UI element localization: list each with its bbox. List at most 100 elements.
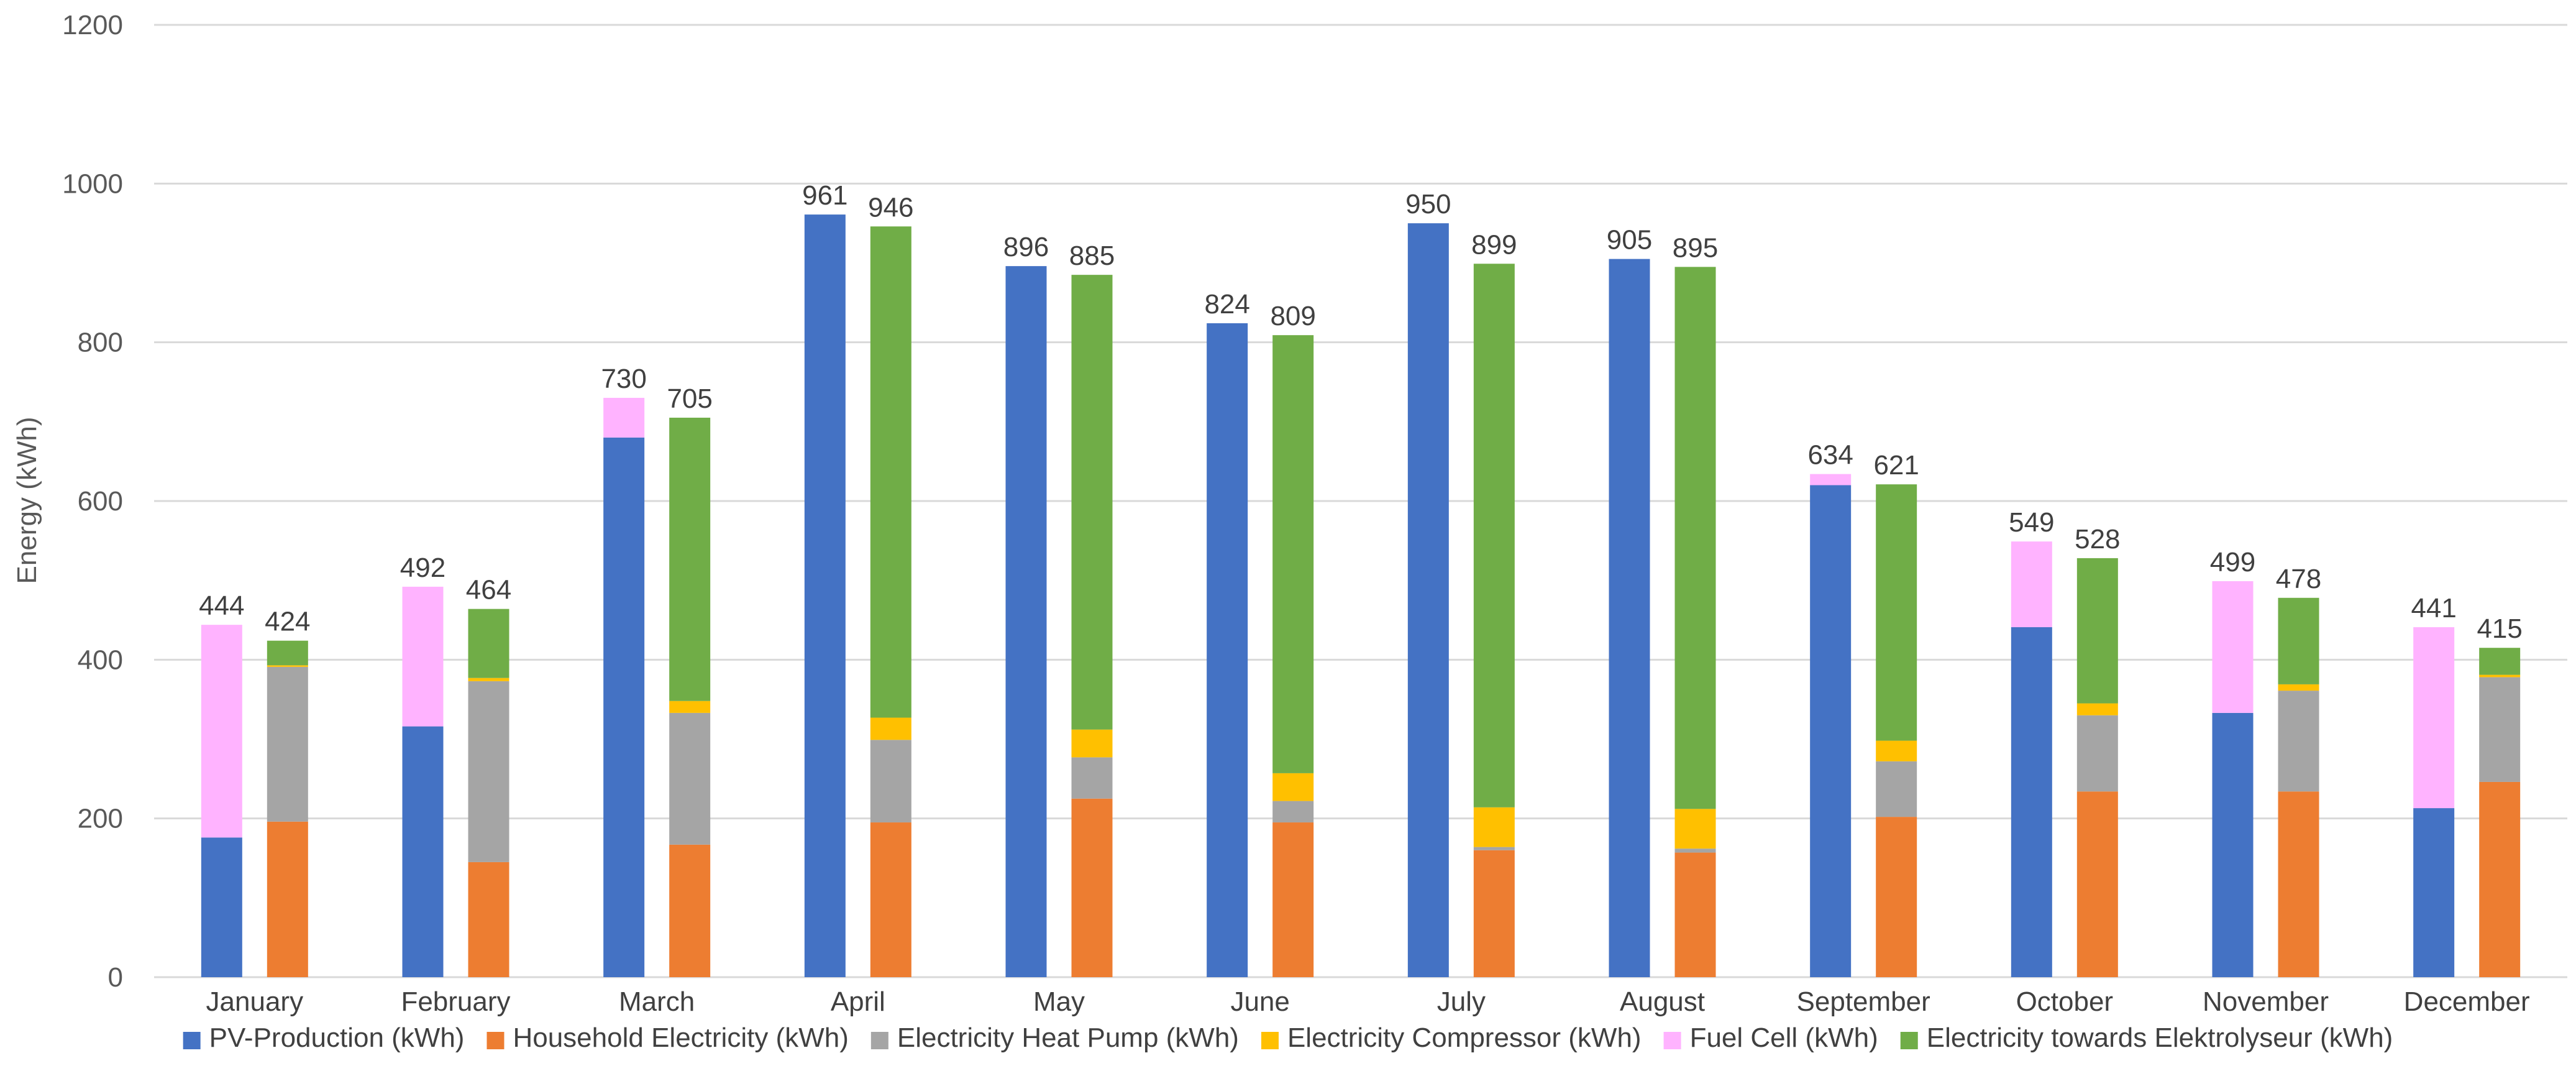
bar-segment (1473, 264, 1515, 807)
total-label: 895 (1673, 232, 1718, 263)
bar-segment (1005, 266, 1047, 977)
bar-segment (1674, 267, 1716, 809)
bar-segment (1876, 761, 1917, 817)
y-tick-label: 0 (108, 962, 123, 993)
bar-segment (2212, 581, 2254, 713)
bar-segment (1473, 847, 1515, 850)
bar-segment (1071, 757, 1113, 799)
bar-segment (1473, 807, 1515, 847)
bar-segment (2479, 677, 2521, 782)
total-label: 961 (802, 180, 847, 211)
bar-segment (267, 665, 308, 667)
x-category-label: September (1797, 986, 1930, 1017)
bar-segment (2413, 627, 2455, 809)
total-label: 896 (1003, 232, 1049, 262)
bar-segment (870, 740, 911, 823)
legend-item: Electricity Heat Pump (kWh) (870, 1023, 1239, 1053)
x-category-label: June (1230, 986, 1289, 1017)
total-label: 634 (1807, 440, 1853, 471)
x-category-label: May (1033, 986, 1085, 1017)
total-label: 424 (265, 607, 310, 637)
x-category-label: November (2203, 986, 2329, 1017)
bar-segment (402, 726, 444, 977)
y-tick-label: 400 (78, 645, 123, 675)
y-tick-label: 600 (78, 486, 123, 517)
bar-segment (1473, 850, 1515, 977)
legend-label: Electricity Heat Pump (kWh) (897, 1023, 1239, 1053)
y-tick-label: 1200 (62, 10, 123, 40)
bar-segment (2479, 674, 2521, 678)
bar-segment (468, 681, 509, 862)
bar-segment (870, 822, 911, 977)
bar-segment (603, 398, 645, 438)
legend-label: Electricity Compressor (kWh) (1287, 1023, 1642, 1053)
bar-segment (669, 844, 711, 977)
y-tick-label: 800 (78, 328, 123, 358)
bar-segment (1071, 729, 1113, 758)
total-label: 492 (400, 553, 445, 583)
total-label: 946 (868, 192, 913, 223)
legend-item: Household Electricity (kWh) (486, 1023, 849, 1053)
legend-swatch (1261, 1032, 1279, 1049)
bar-segment (603, 437, 645, 977)
total-label: 549 (2009, 507, 2054, 538)
x-category-label: April (831, 986, 885, 1017)
bar-segment (1272, 822, 1314, 977)
bar-segment (1071, 798, 1113, 977)
total-label: 905 (1607, 225, 1652, 255)
bar-segment (2212, 712, 2254, 977)
bar-segment (1609, 259, 1650, 977)
total-label: 885 (1069, 241, 1115, 271)
legend-item: PV-Production (kWh) (183, 1023, 465, 1053)
bar-segment (870, 226, 911, 718)
bar-segment (1272, 335, 1314, 773)
bar-segment (402, 586, 444, 727)
bar-segment (2278, 684, 2319, 691)
bars (201, 214, 2521, 978)
bar-segment (2479, 781, 2521, 977)
gridlines (154, 24, 2567, 978)
total-label: 621 (1873, 450, 1919, 481)
total-labels: 444 424 492 464 730 705 961 946 896 885 824 809 950 8… (199, 180, 2523, 644)
y-tick-label: 1000 (62, 168, 123, 199)
bar-segment (2076, 715, 2118, 792)
bar-segment (267, 821, 308, 977)
total-label: 730 (601, 364, 646, 394)
x-category-label: October (2016, 986, 2114, 1017)
y-tick-label: 200 (78, 804, 123, 834)
legend-swatch (1663, 1032, 1681, 1049)
legend-label: Fuel Cell (kWh) (1690, 1023, 1878, 1053)
bar-segment (201, 625, 242, 838)
legend-swatch (1900, 1032, 1918, 1049)
total-label: 809 (1270, 301, 1315, 331)
y-axis-title: Energy (kWh) (12, 417, 42, 584)
legend-swatch (870, 1032, 888, 1049)
x-category-label: February (401, 986, 510, 1017)
legend-swatch (183, 1032, 201, 1049)
bar-segment (2413, 808, 2455, 977)
bar-segment (267, 666, 308, 822)
legend-item: Fuel Cell (kWh) (1663, 1023, 1878, 1053)
bar-segment (468, 609, 509, 678)
bar-segment (669, 712, 711, 845)
bar-segment (1810, 474, 1852, 485)
legend: PV-Production (kWh) Household Electricity… (183, 1023, 2393, 1053)
bar-segment (1876, 484, 1917, 741)
x-category-label: March (619, 986, 695, 1017)
bar-segment (2278, 597, 2319, 684)
x-axis-categories: January February March April May June July Augu… (206, 986, 2530, 1017)
bar-segment (1674, 852, 1716, 977)
total-label: 415 (2477, 614, 2522, 644)
bar-segment (1876, 817, 1917, 977)
bar-segment (1876, 740, 1917, 761)
legend-swatch (486, 1032, 505, 1049)
y-axis-ticks: 0 200 400 600 800 1000 1200 (62, 10, 123, 993)
bar-segment (1272, 773, 1314, 801)
total-label: 950 (1405, 189, 1451, 219)
legend-item: Electricity Compressor (kWh) (1261, 1023, 1642, 1053)
bar-segment (1071, 275, 1113, 730)
bar-segment (1272, 801, 1314, 823)
bar-segment (669, 417, 711, 701)
legend-label: PV-Production (kWh) (209, 1023, 465, 1053)
bar-segment (1207, 323, 1248, 978)
